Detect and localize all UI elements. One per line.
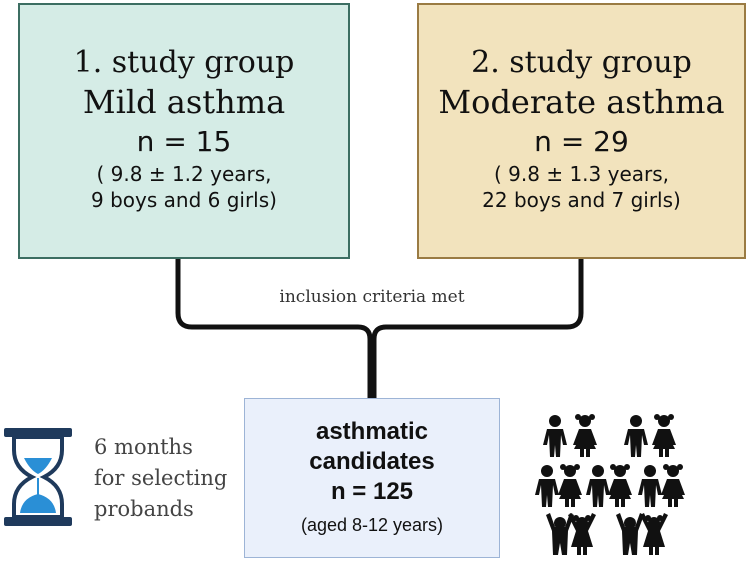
duration-line1: 6 months [94,435,193,459]
group2-title: Moderate asthma [438,83,725,121]
group2-detail-gender: 22 boys and 7 girls) [482,188,681,212]
candidates-title-line1: asthmatic [315,418,429,445]
selection-duration-text: 6 months for selecting probands [94,432,227,525]
group2-detail-age: ( 9.8 ± 1.3 years, [494,162,669,186]
duration-line2: for selecting [94,466,228,490]
study-group-2-box: 2. study group Moderate asthma n = 29 ( … [417,3,746,259]
candidates-title-line2: candidates [309,448,435,475]
inclusion-criteria-label: inclusion criteria met [279,287,465,307]
group1-title: Mild asthma [82,83,286,121]
group2-count: n = 29 [534,125,629,158]
study-group-1-box: 1. study group Mild asthma n = 15 ( 9.8 … [18,3,350,259]
group1-detail-age: ( 9.8 ± 1.2 years, [96,162,272,186]
group1-detail-gender: 9 boys and 6 girls) [91,188,277,212]
candidates-age-range: (aged 8-12 years) [300,515,444,535]
group1-count: n = 15 [136,125,232,158]
group1-heading: 1. study group [73,45,295,80]
duration-line3: probands [94,497,194,521]
candidates-box: asthmatic candidates n = 125 (aged 8-12 … [244,398,500,558]
hourglass-icon [4,428,72,526]
group2-heading: 2. study group [471,45,692,80]
candidates-count: n = 125 [330,478,414,505]
children-group-icon [535,414,685,555]
